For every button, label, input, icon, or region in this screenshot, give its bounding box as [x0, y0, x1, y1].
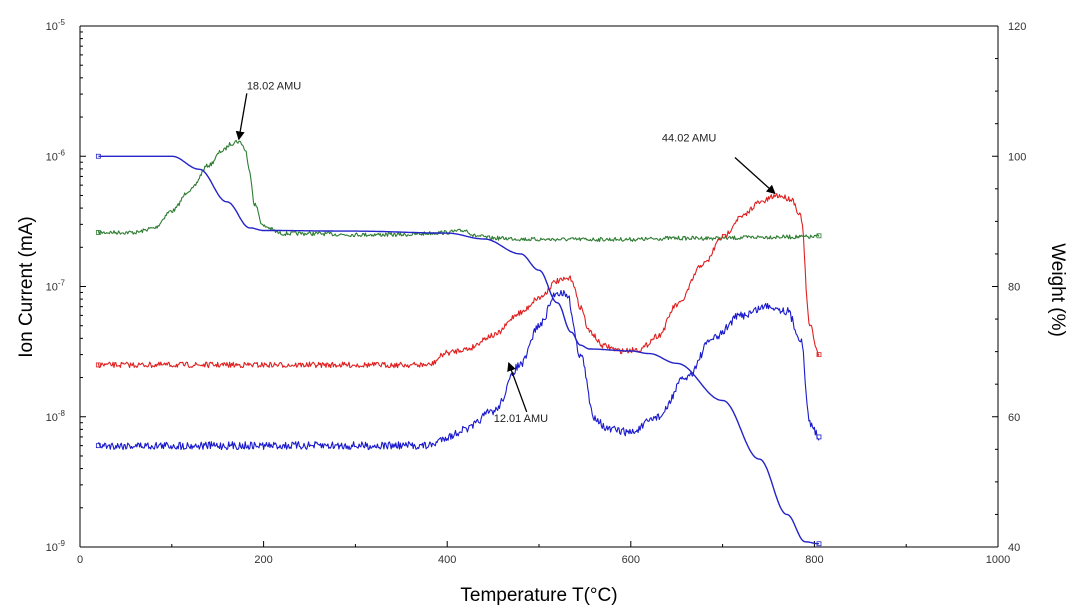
y-right-tick-label-80: 80	[1008, 282, 1020, 294]
series-marker-start	[95, 443, 101, 449]
series-marker-start	[95, 153, 101, 159]
series-marker-end	[816, 541, 822, 547]
annotation-label: 12.01 AMU	[494, 413, 548, 425]
y-left-tick-label: 10-9	[46, 539, 66, 554]
series-line-44-02-amu	[97, 193, 820, 369]
x-tick-label-600: 600	[622, 554, 640, 566]
annotation-label: 44.02 AMU	[662, 132, 716, 144]
x-tick-label-0: 0	[77, 554, 83, 566]
y-axis-right-title: Weight (%)	[1047, 243, 1068, 337]
x-axis-title: Temperature T(°C)	[460, 585, 617, 606]
series-marker-end	[816, 434, 822, 440]
x-tick-label-200: 200	[254, 554, 272, 566]
y-axis-left-title: Ion Current (mA)	[16, 216, 37, 357]
series-line-12-01-amu	[97, 289, 820, 451]
annotation-arrow	[734, 156, 776, 195]
series-line-18-02-amu	[97, 139, 820, 242]
y-left-tick-label: 10-8	[46, 409, 66, 424]
annotation-arrow	[507, 361, 528, 413]
series-marker-end	[816, 233, 822, 239]
annotation-arrow	[235, 93, 248, 141]
series-marker-start	[95, 362, 101, 368]
y-left-tick-label: 10-7	[46, 279, 66, 294]
y-right-tick-label-40: 40	[1008, 542, 1020, 554]
x-tick-label-800: 800	[805, 554, 823, 566]
series-line-weight	[98, 155, 819, 545]
y-right-tick-label-100: 100	[1008, 151, 1026, 163]
y-left-tick-label: 10-6	[46, 148, 66, 163]
annotation-label: 18.02 AMU	[247, 80, 301, 92]
y-right-tick-label-60: 60	[1008, 412, 1020, 424]
x-tick-label-400: 400	[438, 554, 456, 566]
x-tick-label-1000: 1000	[986, 554, 1010, 566]
series-marker-end	[816, 352, 822, 358]
series-marker-start	[95, 230, 101, 235]
y-right-tick-label-120: 120	[1008, 21, 1026, 33]
y-left-tick-label: 10-5	[46, 18, 66, 33]
